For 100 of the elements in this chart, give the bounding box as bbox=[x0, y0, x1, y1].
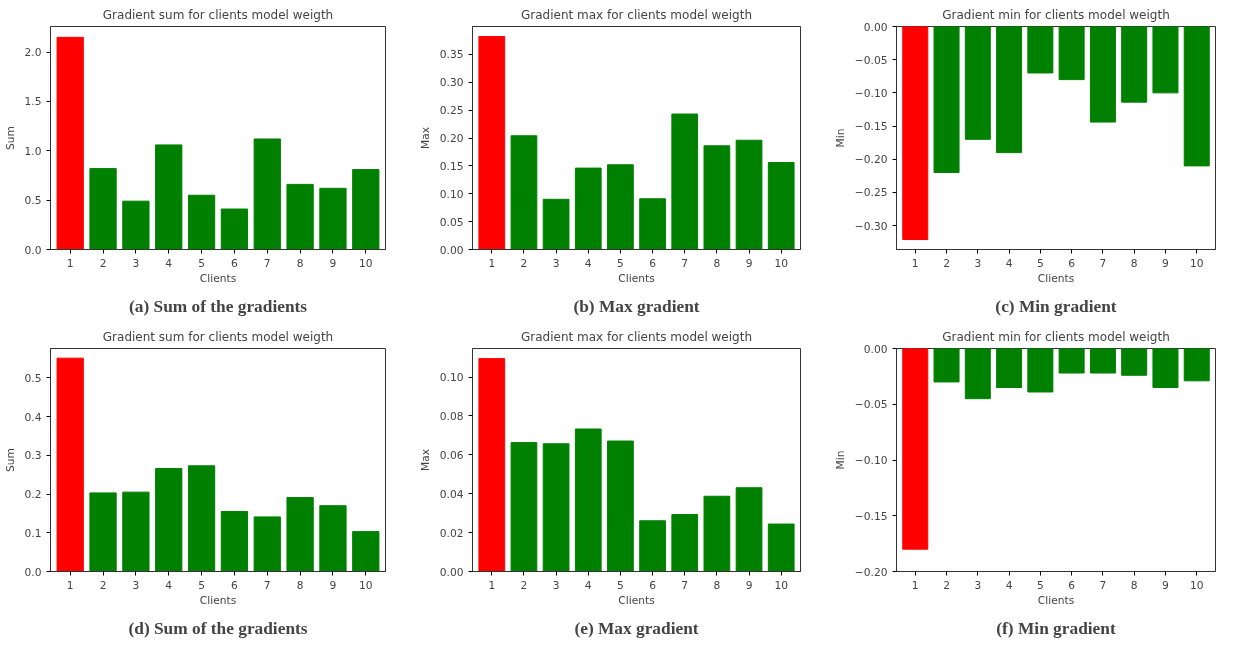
y-tick-label: 0.00 bbox=[439, 243, 464, 257]
y-tick-label: 0.04 bbox=[439, 487, 464, 501]
x-tick-label: 4 bbox=[165, 256, 173, 270]
x-tick-label: 8 bbox=[1130, 578, 1138, 592]
x-tick-label: 10 bbox=[1189, 578, 1204, 592]
y-tick-label: 0.5 bbox=[24, 371, 42, 385]
x-tick-label: 3 bbox=[132, 256, 140, 270]
x-tick-label: 9 bbox=[329, 578, 337, 592]
y-tick-label: −0.30 bbox=[854, 219, 888, 233]
y-tick-label: 0.08 bbox=[439, 409, 464, 423]
x-tick-label: 7 bbox=[1099, 578, 1107, 592]
x-tick-label: 2 bbox=[99, 578, 107, 592]
x-tick-label: 5 bbox=[1036, 578, 1044, 592]
x-tick-label: 1 bbox=[488, 256, 496, 270]
y-axis-title: Min bbox=[833, 450, 847, 470]
text: (a) Sum of the gradients bbox=[128, 296, 308, 316]
x-tick-label: 2 bbox=[943, 256, 950, 270]
y-axis-title: Sum bbox=[3, 126, 17, 150]
x-axis-title: Clients bbox=[199, 593, 237, 607]
y-tick-label: 0.06 bbox=[439, 448, 464, 462]
chart-title: Gradient min for clients model weigth bbox=[942, 329, 1170, 344]
y-tick-label: 2.0 bbox=[24, 46, 42, 60]
chart-title: Gradient min for clients model weigth bbox=[942, 7, 1170, 22]
y-tick-label: 0.05 bbox=[439, 215, 464, 229]
y-tick-label: 0.10 bbox=[439, 371, 464, 385]
x-tick-label: 1 bbox=[66, 578, 74, 592]
x-tick-label: 10 bbox=[359, 578, 373, 592]
x-tick-label: 7 bbox=[681, 578, 689, 592]
x-tick-label: 10 bbox=[359, 256, 373, 270]
x-tick-label: 10 bbox=[774, 256, 789, 270]
x-tick-label: 4 bbox=[1005, 256, 1013, 270]
y-tick-label: −0.15 bbox=[854, 120, 888, 134]
x-tick-label: 2 bbox=[520, 578, 528, 592]
x-tick-label: 8 bbox=[296, 256, 304, 270]
x-tick-label: 6 bbox=[649, 256, 657, 270]
y-tick-label: 1.0 bbox=[24, 144, 42, 158]
chart-title: Gradient sum for clients model weigth bbox=[102, 329, 334, 344]
x-tick-label: 3 bbox=[974, 578, 982, 592]
x-tick-label: 2 bbox=[943, 578, 950, 592]
x-tick-label: 7 bbox=[263, 256, 271, 270]
chart-title: Gradient max for clients model weigth bbox=[521, 329, 752, 344]
y-tick-label: 0.00 bbox=[863, 342, 888, 356]
x-tick-label: 6 bbox=[1068, 578, 1076, 592]
y-tick-label: 0.1 bbox=[24, 526, 42, 540]
x-tick-label: 1 bbox=[488, 578, 496, 592]
x-tick-label: 9 bbox=[329, 256, 337, 270]
x-tick-label: 3 bbox=[974, 256, 982, 270]
y-tick-label: 0.35 bbox=[439, 48, 464, 62]
x-tick-label: 5 bbox=[198, 578, 205, 592]
x-tick-label: 10 bbox=[774, 578, 789, 592]
y-tick-label: 0.20 bbox=[439, 132, 464, 145]
x-axis-title: Clients bbox=[1037, 593, 1075, 607]
x-axis-title: Clients bbox=[1037, 271, 1075, 285]
x-axis-title: Clients bbox=[618, 593, 656, 607]
y-tick-label: 0.10 bbox=[439, 187, 464, 201]
x-tick-label: 4 bbox=[584, 578, 592, 592]
chart-title: Gradient sum for clients model weigth bbox=[102, 7, 334, 22]
x-tick-label: 6 bbox=[231, 578, 239, 592]
x-axis-title: Clients bbox=[199, 271, 237, 285]
y-tick-label: 0.4 bbox=[24, 410, 42, 424]
x-tick-label: 5 bbox=[198, 256, 205, 270]
x-tick-label: 8 bbox=[296, 578, 304, 592]
x-tick-label: 3 bbox=[132, 578, 140, 592]
x-tick-label: 4 bbox=[1005, 578, 1013, 592]
y-tick-label: 0.30 bbox=[439, 76, 464, 90]
y-tick-label: −0.25 bbox=[854, 186, 888, 200]
y-tick-label: 0.02 bbox=[439, 526, 464, 540]
y-tick-label: 0.00 bbox=[439, 565, 464, 579]
y-tick-label: 0.25 bbox=[439, 104, 464, 118]
x-tick-label: 3 bbox=[552, 256, 560, 270]
x-tick-label: 9 bbox=[1162, 578, 1170, 592]
y-tick-label: 1.5 bbox=[24, 95, 42, 109]
y-tick-label: −0.05 bbox=[854, 53, 888, 67]
y-tick-label: 0.00 bbox=[863, 20, 888, 34]
y-tick-label: 0.5 bbox=[24, 194, 42, 208]
x-tick-label: 9 bbox=[1162, 256, 1170, 270]
x-axis-title: Clients bbox=[618, 271, 656, 285]
y-tick-label: −0.15 bbox=[854, 509, 888, 523]
x-tick-label: 2 bbox=[99, 256, 107, 270]
y-tick-label: −0.10 bbox=[854, 86, 888, 100]
text: (c) Min gradient bbox=[995, 296, 1117, 316]
x-tick-label: 6 bbox=[231, 256, 239, 270]
text: (e) Max gradient bbox=[574, 618, 699, 638]
x-tick-label: 9 bbox=[745, 256, 753, 270]
y-axis-title: Max bbox=[418, 448, 432, 472]
x-tick-label: 10 bbox=[1189, 256, 1204, 270]
x-tick-label: 4 bbox=[165, 578, 173, 592]
x-tick-label: 6 bbox=[1068, 256, 1076, 270]
y-tick-label: 0.0 bbox=[24, 243, 42, 257]
x-tick-label: 4 bbox=[584, 256, 592, 270]
y-tick-label: −0.05 bbox=[854, 398, 888, 412]
x-tick-label: 1 bbox=[911, 578, 919, 592]
x-tick-label: 2 bbox=[520, 256, 528, 270]
y-tick-label: −0.20 bbox=[854, 153, 888, 167]
y-axis-title: Max bbox=[418, 126, 432, 150]
y-tick-label: 0.0 bbox=[24, 565, 42, 579]
x-tick-label: 1 bbox=[66, 256, 74, 270]
y-tick-label: 0.3 bbox=[24, 449, 42, 463]
x-tick-label: 5 bbox=[1036, 256, 1044, 270]
text: (d) Sum of the gradients bbox=[128, 618, 308, 638]
